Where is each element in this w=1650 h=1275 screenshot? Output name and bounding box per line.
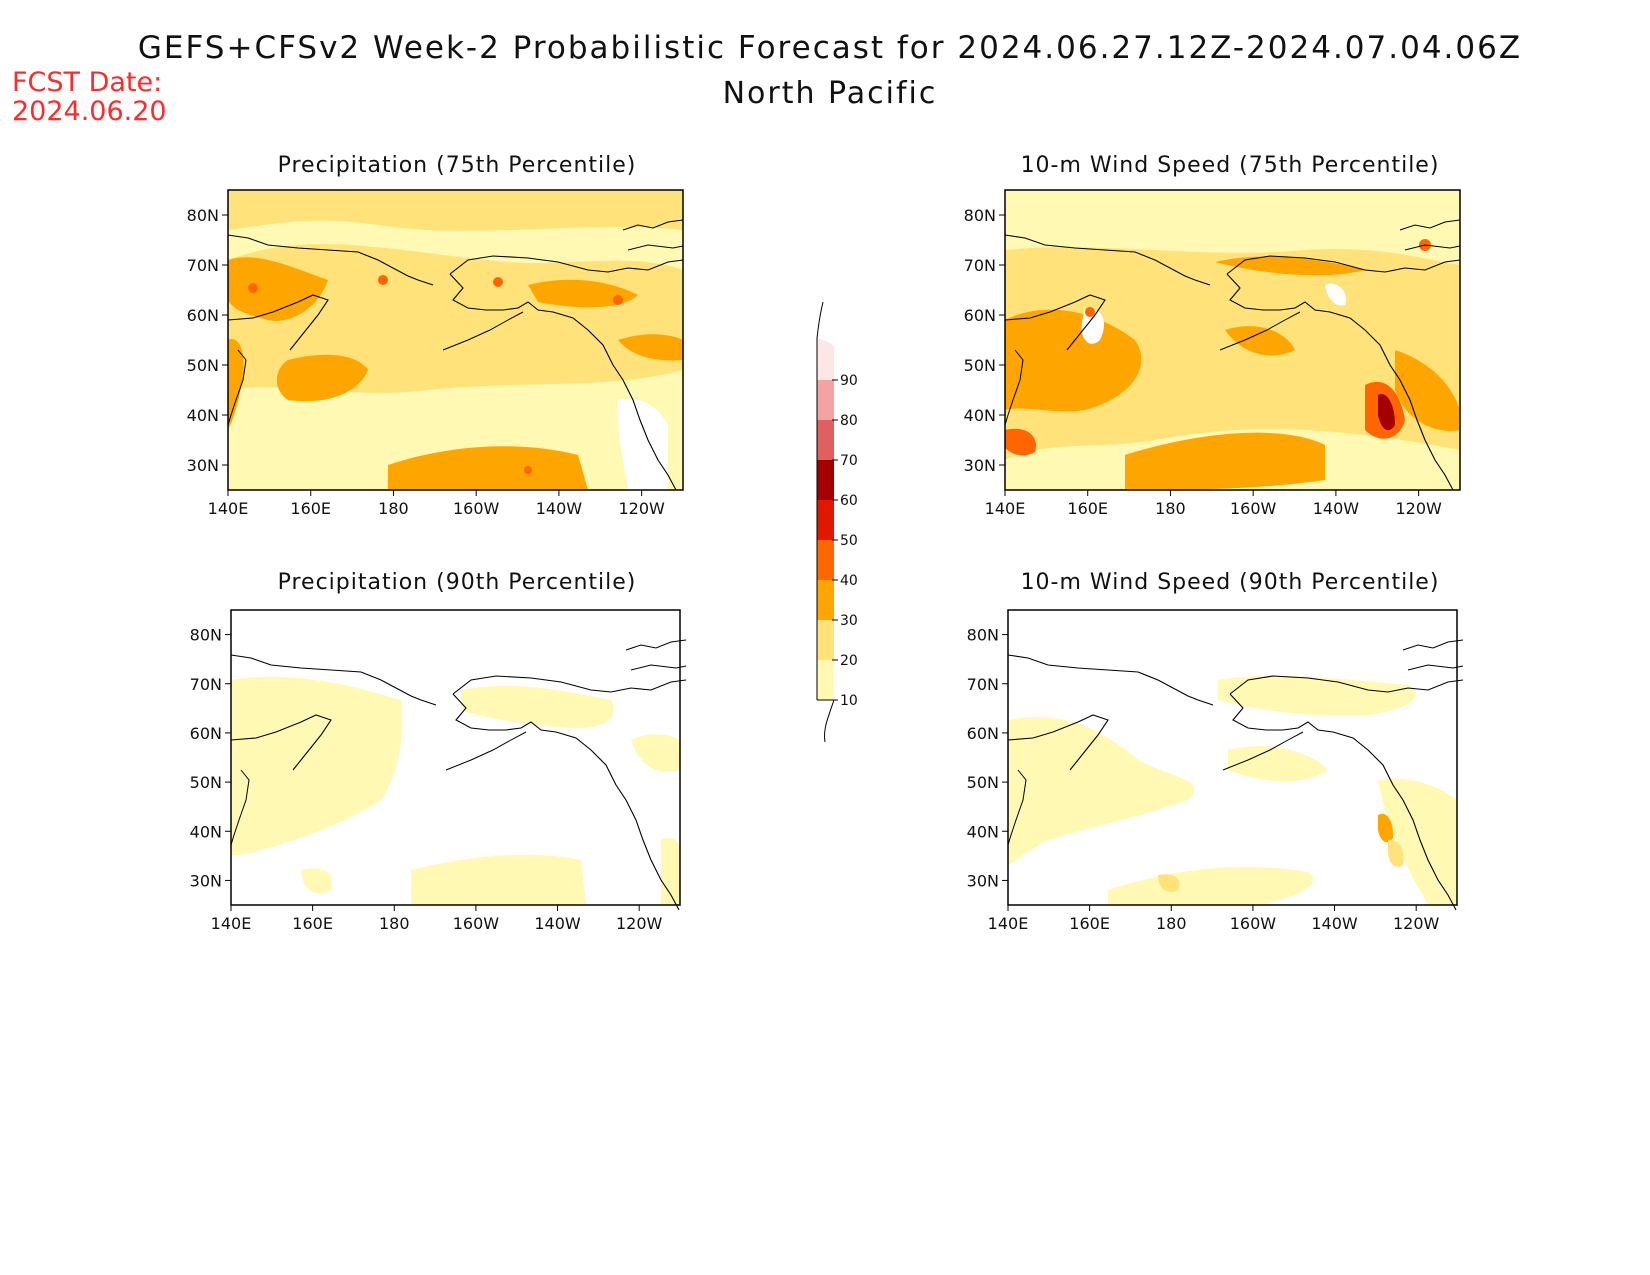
lon-tick-label: 180 — [1155, 499, 1186, 518]
panel-title-precip-90: Precipitation (90th Percentile) — [277, 570, 637, 595]
lon-tick-label: 180 — [378, 499, 409, 518]
lon-tick-label: 160E — [292, 914, 333, 933]
lat-tick-label: 70N — [190, 675, 222, 694]
lon-tick-label: 120W — [616, 914, 663, 933]
lon-tick-label: 120W — [618, 499, 665, 518]
panel-title-precip-75: Precipitation (75th Percentile) — [277, 153, 637, 178]
colorbar-segment — [817, 580, 834, 620]
panel-precip-90 — [230, 609, 687, 911]
colorbar-tick-label: 20 — [840, 653, 858, 669]
forecast-date-value: 2024.06.20 — [12, 96, 167, 127]
lon-tick-label: 140W — [536, 499, 583, 518]
lon-tick-label: 140W — [1311, 914, 1358, 933]
lon-tick-label: 140E — [208, 499, 249, 518]
axes-wind-75: 80N 70N 60N 50N 40N 30N 140E 160E 180 160W 140W 120… — [964, 206, 1442, 518]
lat-tick-label: 30N — [967, 871, 999, 890]
lat-tick-label: 70N — [187, 256, 219, 275]
axes-precip-90: 80N 70N 60N 50N 40N 30N 140E 160E 180 160W 140W 120… — [190, 626, 663, 933]
colorbar-tick-label: 10 — [840, 693, 858, 709]
lat-tick-label: 80N — [187, 206, 219, 225]
lon-tick-label: 160W — [453, 499, 500, 518]
lon-tick-label: 160W — [453, 914, 500, 933]
colorbar-segment — [817, 460, 834, 500]
colorbar-tick-label: 90 — [840, 373, 858, 389]
lon-tick-label: 140W — [1313, 499, 1360, 518]
lon-tick-label: 160W — [1230, 499, 1277, 518]
colorbar-segment — [817, 540, 834, 580]
lat-tick-label: 40N — [187, 406, 219, 425]
forecast-date: FCST Date: 2024.06.20 — [12, 68, 167, 126]
colorbar-tick-label: 70 — [840, 453, 858, 469]
lat-tick-label: 60N — [190, 724, 222, 743]
lat-tick-label: 80N — [964, 206, 996, 225]
axes-wind-90: 80N 70N 60N 50N 40N 30N 140E 160E 180 160W 140W 120… — [967, 626, 1440, 933]
lat-tick-label: 50N — [187, 356, 219, 375]
lon-tick-label: 180 — [379, 914, 410, 933]
lat-tick-label: 60N — [964, 306, 996, 325]
colorbar-upper-cap — [816, 301, 824, 339]
panel-title-wind-75: 10-m Wind Speed (75th Percentile) — [1020, 153, 1440, 178]
lon-tick-label: 120W — [1395, 499, 1442, 518]
lat-tick-label: 60N — [967, 724, 999, 743]
lon-tick-label: 140W — [534, 914, 581, 933]
lat-tick-label: 80N — [967, 626, 999, 645]
lat-tick-label: 70N — [964, 256, 996, 275]
colorbar-segment — [817, 620, 834, 660]
lon-tick-label: 180 — [1156, 914, 1187, 933]
lon-tick-label: 160W — [1230, 914, 1277, 933]
main-title: GEFS+CFSv2 Week-2 Probabilistic Forecast… — [137, 30, 1523, 66]
lon-tick-label: 140E — [211, 914, 252, 933]
axes-precip-75: 80N 70N 60N 50N 40N 30N 140E 160E 180 160W 140W 120… — [187, 206, 665, 518]
colorbar-tick-label: 50 — [840, 533, 858, 549]
lon-tick-label: 140E — [985, 499, 1026, 518]
lat-tick-label: 60N — [187, 306, 219, 325]
lat-tick-label: 80N — [190, 626, 222, 645]
lon-tick-label: 160E — [290, 499, 331, 518]
lat-tick-label: 30N — [964, 456, 996, 475]
lat-tick-label: 70N — [967, 675, 999, 694]
panel-title-wind-90: 10-m Wind Speed (90th Percentile) — [1020, 570, 1440, 595]
lat-tick-label: 50N — [190, 773, 222, 792]
colorbar-tick-label: 30 — [840, 613, 858, 629]
lon-tick-label: 140E — [988, 914, 1029, 933]
colorbar-segment — [817, 500, 834, 540]
lat-tick-label: 40N — [964, 406, 996, 425]
region-subtitle: North Pacific — [722, 76, 938, 111]
panel-wind-75 — [1004, 189, 1461, 491]
lat-tick-label: 40N — [967, 822, 999, 841]
lon-tick-label: 160E — [1067, 499, 1108, 518]
lat-tick-label: 30N — [187, 456, 219, 475]
lat-tick-label: 50N — [967, 773, 999, 792]
colorbar-segment — [817, 660, 834, 700]
panel-precip-75 — [227, 189, 684, 491]
lon-tick-label: 120W — [1393, 914, 1440, 933]
colorbar-tick-label: 40 — [840, 573, 858, 589]
colorbar-segment — [817, 338, 834, 380]
lon-tick-label: 160E — [1069, 914, 1110, 933]
lat-tick-label: 30N — [190, 871, 222, 890]
forecast-date-label: FCST Date: — [12, 67, 163, 98]
colorbar-segment — [817, 420, 834, 460]
panel-wind-90 — [1007, 609, 1464, 911]
colorbar-tick-label: 80 — [840, 413, 858, 429]
colorbar: 10 20 30 40 50 60 70 80 90 — [816, 301, 858, 743]
colorbar-segment — [817, 380, 834, 420]
colorbar-tick-label: 60 — [840, 493, 858, 509]
colorbar-lower-cap — [817, 699, 835, 743]
lat-tick-label: 40N — [190, 822, 222, 841]
lat-tick-label: 50N — [964, 356, 996, 375]
